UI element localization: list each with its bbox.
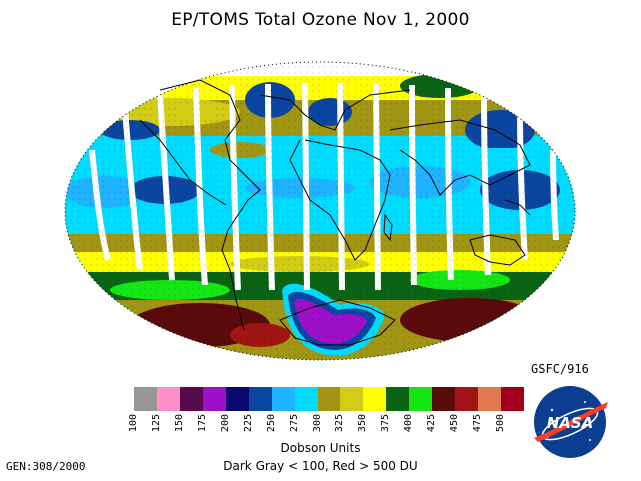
colorbar-swatch-275 xyxy=(294,387,318,411)
units-label: Dobson Units xyxy=(280,441,361,455)
colorbar-tick-425: 425 xyxy=(426,414,438,433)
colorbar-swatch-300 xyxy=(317,387,341,411)
colorbar-swatch-175 xyxy=(202,387,226,411)
colorbar xyxy=(134,387,524,411)
colorbar-tick-250: 250 xyxy=(265,414,277,433)
colorbar-swatch-450 xyxy=(455,387,479,411)
colorbar-tick-325: 325 xyxy=(334,414,346,433)
colorbar-tick-375: 375 xyxy=(380,414,392,433)
colorbar-swatch-500 xyxy=(501,387,524,411)
colorbar-swatch-325 xyxy=(340,387,364,411)
colorbar-swatch-225 xyxy=(248,387,272,411)
range-note: Dark Gray < 100, Red > 500 DU xyxy=(223,459,418,473)
colorbar-tick-275: 275 xyxy=(288,414,300,433)
colorbar-tick-150: 150 xyxy=(173,414,185,433)
colorbar-swatch-250 xyxy=(271,387,295,411)
coastlines xyxy=(139,79,531,346)
colorbar-tick-400: 400 xyxy=(403,414,415,433)
colorbar-ticks: 100 125 150 175 200 225 250 275 300 325 350 375 400 4… xyxy=(128,414,524,440)
colorbar-tick-125: 125 xyxy=(150,414,162,433)
colorbar-swatch-350 xyxy=(363,387,387,411)
colorbar-swatch-375 xyxy=(386,387,410,411)
colorbar-swatch-400 xyxy=(409,387,433,411)
colorbar-tick-300: 300 xyxy=(311,414,323,433)
colorbar-swatch-475 xyxy=(478,387,501,411)
colorbar-tick-200: 200 xyxy=(219,414,231,433)
nasa-logo-text: NASA xyxy=(547,414,594,432)
nasa-meatball-logo: NASA xyxy=(534,386,608,458)
generation-label: GEN:308/2000 xyxy=(6,460,86,473)
colorbar-tick-475: 475 xyxy=(472,414,484,433)
producer-label: GSFC/916 xyxy=(531,362,589,376)
colorbar-tick-350: 350 xyxy=(357,414,369,433)
colorbar-tick-225: 225 xyxy=(242,414,254,433)
colorbar-tick-500: 500 xyxy=(495,414,507,433)
colorbar-swatch-150 xyxy=(179,387,203,411)
colorbar-tick-100: 100 xyxy=(128,414,139,433)
colorbar-swatch-425 xyxy=(432,387,456,411)
colorbar-swatch-125 xyxy=(156,387,180,411)
map-title: EP/TOMS Total Ozone Nov 1, 2000 xyxy=(171,10,470,30)
colorbar-tick-175: 175 xyxy=(196,414,208,433)
colorbar-swatch-100 xyxy=(134,387,157,411)
colorbar-tick-450: 450 xyxy=(449,414,461,433)
colorbar-swatch-200 xyxy=(225,387,249,411)
map-outline xyxy=(64,61,576,361)
